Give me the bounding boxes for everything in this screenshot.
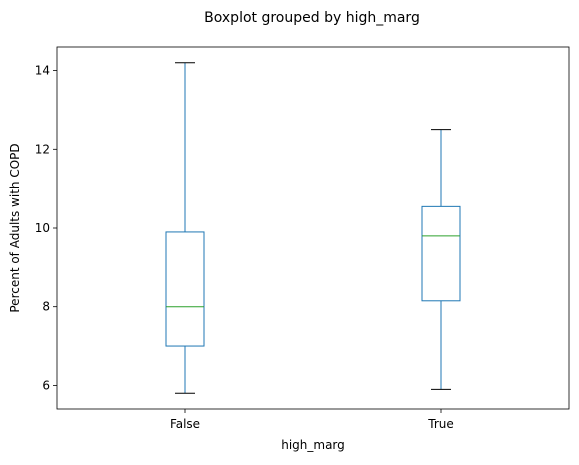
x-axis-label: high_marg — [281, 438, 345, 452]
chart-title: Boxplot grouped by high_marg — [204, 10, 420, 26]
y-tick-label: 6 — [42, 378, 50, 392]
y-tick-label: 8 — [42, 300, 50, 314]
box-false — [165, 231, 205, 347]
box-true — [421, 205, 461, 302]
x-tick-label: True — [427, 417, 454, 431]
y-tick-label: 14 — [35, 64, 50, 78]
x-tick-label: False — [170, 417, 200, 431]
y-axis-label: Percent of Adults with COPD — [8, 143, 22, 312]
axes-frame — [56, 46, 570, 410]
y-tick-label: 12 — [35, 142, 50, 156]
y-tick-label: 10 — [35, 221, 50, 235]
plot-area: 6 8 10 12 14 False True — [35, 46, 570, 431]
